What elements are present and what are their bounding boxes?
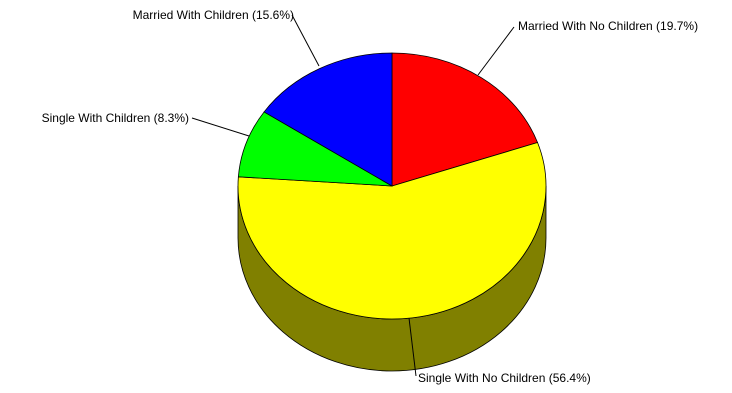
leader-line-married-with-no-children: [477, 26, 515, 76]
slice-labels-layer: Married With No Children (19.7%) Single W…: [42, 8, 698, 385]
pie-top-layer: [237, 52, 547, 320]
slice-label-married-with-children: Married With Children (15.6%): [133, 8, 294, 22]
leader-line-single-with-no-children: [408, 317, 417, 377]
leader-line-single-with-children: [191, 117, 250, 137]
pie-slice-married-with-no-children: [391, 52, 539, 187]
slice-label-married-with-no-children: Married With No Children (19.7%): [518, 19, 698, 33]
pie-slice-married-with-children: [263, 52, 393, 187]
pie-slice-single-with-no-children: [237, 142, 547, 320]
leader-line-married-with-children: [291, 14, 320, 67]
slice-label-single-with-no-children: Single With No Children (56.4%): [418, 371, 591, 385]
leader-lines-layer: [191, 14, 515, 377]
slice-label-single-with-children: Single With Children (8.3%): [42, 111, 189, 125]
